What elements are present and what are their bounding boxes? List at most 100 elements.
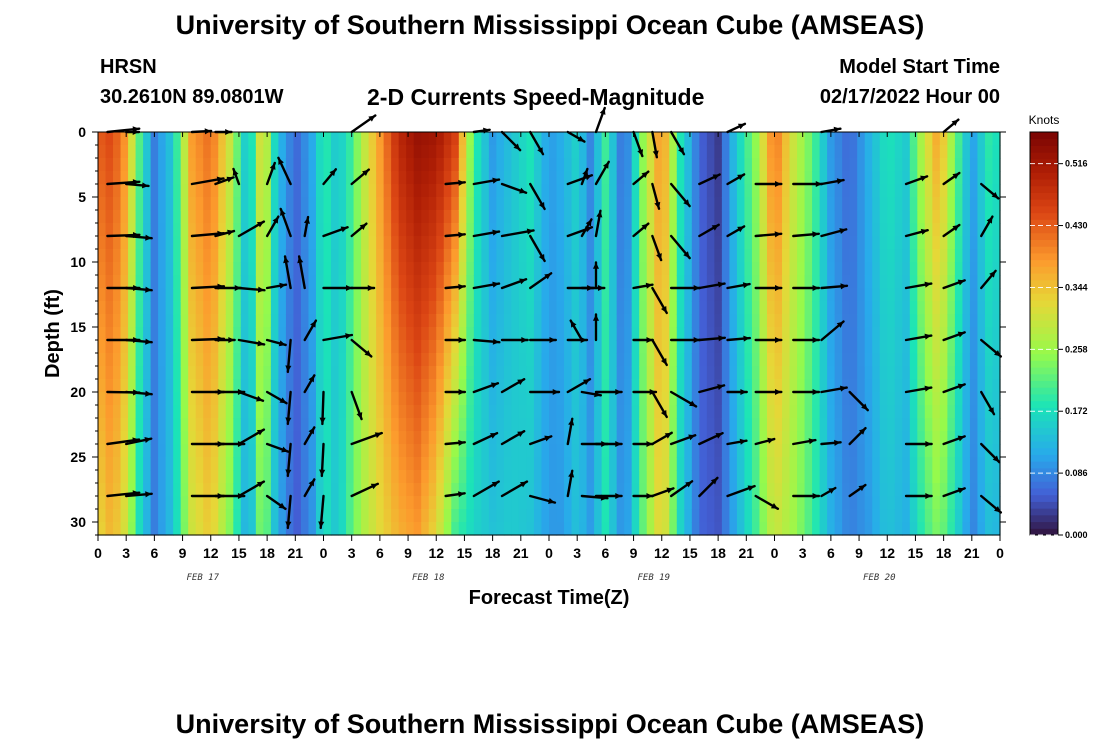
current-arrow-head (812, 492, 819, 500)
heatmap-cell (917, 145, 926, 159)
heatmap-cell (879, 145, 888, 159)
heatmap-cell (909, 353, 918, 367)
heatmap-cell (458, 262, 467, 276)
heatmap-cell (894, 236, 903, 250)
heatmap-cell (624, 340, 633, 354)
heatmap-cell (849, 327, 858, 341)
current-arrow-head (693, 336, 700, 344)
heatmap-cell (729, 223, 738, 237)
heatmap-cell (135, 236, 144, 250)
heatmap-cell (909, 184, 918, 198)
heatmap-cell (601, 314, 610, 328)
heatmap-cell (684, 444, 693, 458)
current-arrow-head (770, 503, 778, 509)
heatmap-cell (857, 379, 866, 393)
heatmap-cell (203, 301, 212, 315)
current-arrow-head (285, 365, 292, 372)
heatmap-cell (511, 223, 520, 237)
heatmap-cell (969, 509, 979, 523)
heatmap-cell (586, 301, 595, 315)
heatmap-cell (383, 522, 392, 536)
heatmap-cell (406, 223, 415, 237)
heatmap-cell (842, 197, 851, 211)
current-arrow-head (654, 201, 661, 209)
heatmap-cell (270, 249, 279, 263)
heatmap-cell (308, 288, 317, 302)
heatmap-cell (383, 379, 392, 393)
current-arrow (754, 231, 783, 238)
heatmap-cell (902, 496, 911, 510)
colorbar-segment (1030, 320, 1058, 328)
current-arrow-head (812, 336, 819, 344)
heatmap-cell (451, 249, 460, 263)
heatmap-cell (331, 509, 340, 523)
heatmap-cell (744, 314, 753, 328)
heatmap-cell (594, 418, 603, 432)
heatmap-cell (969, 275, 979, 289)
heatmap-cell (443, 145, 452, 159)
heatmap-cell (353, 210, 362, 224)
colorbar-segment (1030, 158, 1058, 167)
heatmap-cell (285, 522, 295, 536)
heatmap-cell (624, 379, 633, 393)
heatmap-cell (639, 236, 648, 250)
heatmap-cell (143, 405, 152, 419)
heatmap-cell (977, 405, 986, 419)
heatmap-cell (879, 275, 888, 289)
heatmap-cell (639, 210, 648, 224)
heatmap-cell (564, 405, 573, 419)
y-tick-label: 25 (70, 449, 86, 465)
heatmap-cell (315, 210, 325, 224)
colorbar-segment (1030, 279, 1058, 287)
heatmap-cell (676, 457, 685, 471)
heatmap-cell (917, 418, 926, 432)
heatmap-cell (766, 379, 776, 393)
heatmap-cell (691, 236, 700, 250)
heatmap-cell (458, 223, 467, 237)
heatmap-cell (315, 301, 325, 315)
heatmap-cell (954, 340, 964, 354)
heatmap-cell (564, 262, 573, 276)
heatmap-cell (676, 275, 685, 289)
colorbar-tick-label: 0.172 (1065, 406, 1088, 416)
heatmap-cell (361, 353, 370, 367)
heatmap-cell (526, 132, 535, 146)
heatmap-cell (240, 314, 249, 328)
heatmap-cell (932, 275, 941, 289)
heatmap-cell (428, 327, 437, 341)
heatmap-cell (759, 314, 768, 328)
heatmap-cell (849, 444, 858, 458)
heatmap-cell (992, 496, 1001, 510)
heatmap-cell (188, 249, 197, 263)
heatmap-cell (661, 197, 670, 211)
heatmap-cell (436, 457, 445, 471)
heatmap-cell (789, 496, 798, 510)
current-arrow-head (310, 320, 316, 328)
heatmap-cell (421, 301, 430, 315)
heatmap-cell (481, 158, 490, 172)
heatmap-cell (105, 314, 114, 328)
heatmap-cell (406, 457, 415, 471)
heatmap-cell (699, 444, 708, 458)
heatmap-cell (210, 275, 219, 289)
current-arrow (303, 215, 310, 238)
heatmap-cell (579, 470, 588, 484)
heatmap-cell (203, 418, 212, 432)
heatmap-cell (872, 509, 881, 523)
heatmap-cell (586, 236, 595, 250)
heatmap-cell (270, 210, 279, 224)
heatmap-cell (195, 509, 204, 523)
heatmap-cell (759, 392, 768, 406)
current-arrow-head (812, 284, 819, 292)
heatmap-cell (391, 366, 400, 380)
heatmap-cell (165, 457, 174, 471)
heatmap-cell (180, 249, 189, 263)
heatmap-cell (849, 522, 858, 536)
heatmap-cell (661, 496, 670, 510)
heatmap-cell (541, 314, 550, 328)
current-arrow (318, 494, 325, 530)
heatmap-cell (977, 418, 986, 432)
heatmap-cell (98, 379, 107, 393)
heatmap-cell (962, 262, 971, 276)
heatmap-cell (842, 288, 851, 302)
